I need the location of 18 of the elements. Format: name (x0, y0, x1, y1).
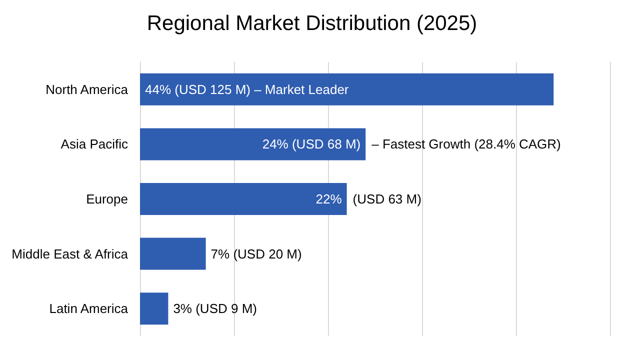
bar (140, 292, 168, 325)
chart-title: Regional Market Distribution (2025) (146, 12, 478, 35)
bar (140, 183, 347, 215)
annotation: (USD 63 M) (352, 192, 422, 206)
data-label: 44% (USD 125 M) – Market Leader (145, 82, 350, 97)
annotation: – Fastest Growth (28.4% CAGR) (372, 136, 561, 152)
y-tick-label: Asia Pacific (60, 136, 128, 152)
y-tick-label: North America (46, 82, 129, 97)
bar (140, 73, 554, 106)
data-label: 3% (USD 9 M) (173, 301, 257, 316)
bar (140, 238, 206, 270)
bar (140, 128, 366, 160)
data-label: 22% (316, 192, 342, 206)
data-label: 7% (USD 20 M) (210, 246, 302, 262)
y-tick-label: Latin America (49, 301, 129, 316)
data-label: 24% (USD 68 M) (262, 136, 361, 152)
y-tick-label: Europe (86, 192, 128, 206)
y-tick-label: Middle East & Africa (12, 246, 129, 262)
